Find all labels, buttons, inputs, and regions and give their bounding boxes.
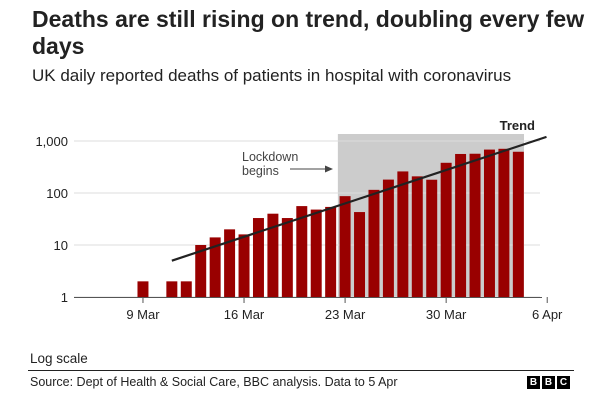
bar-15-mar (224, 229, 236, 297)
bar-4-apr (512, 151, 524, 297)
y-tick-label: 1,000 (35, 134, 68, 149)
bar-21-mar (310, 209, 322, 297)
bar-27-mar (397, 171, 409, 297)
x-tick-label: 16 Mar (224, 307, 265, 322)
bar-16-mar (238, 234, 250, 297)
bar-19-mar (281, 218, 293, 297)
bar-25-mar (368, 189, 380, 297)
source-text: Source: Dept of Health & Social Care, BB… (30, 375, 398, 389)
bar-30-mar (440, 162, 452, 297)
bar-17-mar (252, 218, 264, 297)
y-tick-label: 1 (61, 290, 68, 305)
log-scale-note: Log scale (30, 351, 88, 366)
chart-title: Deaths are still rising on trend, doubli… (32, 6, 585, 59)
arrow-icon (325, 165, 333, 173)
bar-26-mar (382, 179, 394, 297)
logo-letter: B (527, 376, 540, 389)
bar-18-mar (267, 213, 279, 297)
trend-line (171, 135, 547, 262)
lockdown-label: Lockdown (242, 150, 298, 164)
bar-2-apr (483, 149, 495, 297)
bar-22-mar (325, 206, 337, 297)
y-tick-label: 100 (46, 186, 68, 201)
bar-29-mar (426, 179, 438, 297)
bar-20-mar (296, 206, 308, 297)
bar-1-apr (469, 153, 481, 297)
bar-23-mar (339, 196, 351, 297)
chart-subtitle: UK daily reported deaths of patients in … (32, 66, 512, 85)
bar-13-mar (195, 245, 207, 297)
chart: 1 10 100 1,000 9 Mar 16 Mar 23 Mar 30 Mar 6 Apr… (35, 118, 563, 322)
lockdown-label: begins (242, 164, 279, 178)
bar-3-apr (498, 148, 510, 297)
bbc-logo: B B C (527, 376, 570, 389)
x-tick-label: 6 Apr (532, 307, 563, 322)
y-tick-label: 10 (54, 238, 68, 253)
bar-11-mar (166, 281, 178, 297)
bar-24-mar (354, 212, 366, 297)
logo-letter: C (557, 376, 570, 389)
x-tick-label: 9 Mar (126, 307, 160, 322)
bar-9-mar (137, 281, 149, 297)
logo-letter: B (542, 376, 555, 389)
trend-label: Trend (500, 118, 535, 133)
bar-12-mar (180, 281, 192, 297)
bar-31-mar (455, 153, 467, 297)
footer-divider (28, 370, 574, 371)
x-tick-label: 23 Mar (325, 307, 366, 322)
bar-28-mar (411, 176, 423, 297)
bar-14-mar (209, 237, 221, 297)
x-tick-label: 30 Mar (426, 307, 467, 322)
